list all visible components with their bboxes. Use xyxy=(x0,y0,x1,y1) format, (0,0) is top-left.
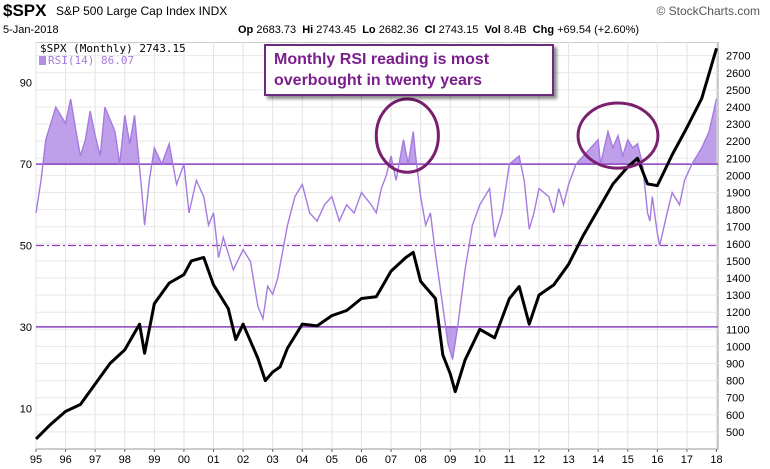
volume-value: 8.4B xyxy=(503,24,527,36)
price-line xyxy=(34,47,718,440)
stockcharts-brand[interactable]: © StockCharts.com xyxy=(656,4,760,18)
x-tick-label: 98 xyxy=(119,454,131,466)
rsi-highlight-ellipse xyxy=(576,101,660,170)
annotation-line-2: overbought in twenty years xyxy=(274,72,483,89)
x-tick-label: 18 xyxy=(710,454,722,466)
open-label: Op xyxy=(238,24,254,36)
price-tick-label: 2700 xyxy=(726,51,750,63)
legend-rsi: RSI(14) 86.07 xyxy=(48,54,134,67)
index-description: S&P 500 Large Cap Index INDX xyxy=(56,4,227,18)
x-tick-label: 08 xyxy=(415,454,427,466)
rsi-tick-label: 10 xyxy=(20,403,32,415)
high-value: 2743.45 xyxy=(316,24,357,36)
price-tick-label: 600 xyxy=(726,410,744,422)
price-tick-label: 1100 xyxy=(726,324,750,336)
x-tick-label: 10 xyxy=(474,454,486,466)
index-name: S&P 500 Large Cap Index xyxy=(56,4,196,18)
price-tick-label: 2200 xyxy=(726,136,750,148)
price-tick-label: 2300 xyxy=(726,119,750,131)
legend-rsi-swatch xyxy=(39,56,46,65)
low-label: Lo xyxy=(362,24,376,36)
price-tick-label: 1800 xyxy=(726,205,750,217)
chart-date: 5-Jan-2018 xyxy=(3,24,59,36)
chart-header: $SPX S&P 500 Large Cap Index INDX 5-Jan-… xyxy=(0,0,770,42)
exchange-label: INDX xyxy=(198,4,228,18)
x-tick-label: 06 xyxy=(355,454,367,466)
x-tick-label: 97 xyxy=(89,454,101,466)
x-tick-label: 03 xyxy=(267,454,279,466)
price-tick-label: 1200 xyxy=(726,307,750,319)
x-tick-label: 02 xyxy=(237,454,249,466)
price-tick-label: 1900 xyxy=(726,187,750,199)
x-tick-label: 17 xyxy=(681,454,693,466)
price-tick-label: 1600 xyxy=(726,239,750,251)
rsi-oversold-fill xyxy=(445,326,458,360)
annotation-callout: Monthly RSI reading is most overbought i… xyxy=(264,44,554,96)
price-tick-label: 1000 xyxy=(726,341,750,353)
price-tick-label: 1400 xyxy=(726,273,750,285)
x-tick-label: 12 xyxy=(533,454,545,466)
rsi-line xyxy=(35,98,718,360)
price-tick-label: 2100 xyxy=(726,153,750,165)
x-tick-label: 09 xyxy=(444,454,456,466)
price-tick-label: 1500 xyxy=(726,256,750,268)
rsi-overbought-fill xyxy=(42,98,717,165)
price-tick-label: 2500 xyxy=(726,85,750,97)
x-tick-label: 04 xyxy=(296,454,308,466)
price-tick-label: 500 xyxy=(726,427,744,439)
rsi-tick-label: 70 xyxy=(20,159,32,171)
x-tick-label: 01 xyxy=(207,454,219,466)
price-tick-label: 2600 xyxy=(726,68,750,80)
x-tick-label: 11 xyxy=(504,454,515,466)
volume-label: Vol xyxy=(484,24,501,36)
price-tick-label: 2000 xyxy=(726,170,750,182)
rsi-tick-label: 90 xyxy=(20,78,32,90)
ohlc-readout: Op 2683.73 Hi 2743.45 Lo 2682.36 Cl 2743… xyxy=(238,24,639,36)
ticker-symbol: $SPX xyxy=(3,1,47,20)
price-tick-label: 2400 xyxy=(726,102,750,114)
x-tick-label: 13 xyxy=(562,454,574,466)
x-tick-label: 05 xyxy=(326,454,338,466)
annotation-line-1: Monthly RSI reading is most xyxy=(274,51,490,68)
x-tick-label: 14 xyxy=(592,454,604,466)
change-label: Chg xyxy=(532,24,555,36)
x-tick-label: 00 xyxy=(178,454,190,466)
low-value: 2682.36 xyxy=(378,24,419,36)
rsi-tick-label: 50 xyxy=(20,241,32,253)
price-tick-label: 900 xyxy=(726,358,744,370)
close-label: Cl xyxy=(424,24,436,36)
rsi-tick-label: 30 xyxy=(20,322,32,334)
x-tick-label: 99 xyxy=(148,454,160,466)
price-tick-label: 1300 xyxy=(726,290,750,302)
price-tick-label: 700 xyxy=(726,393,744,405)
price-tick-label: 1700 xyxy=(726,222,750,234)
x-tick-label: 15 xyxy=(622,454,634,466)
legend-price: $SPX (Monthly) 2743.15 xyxy=(40,42,186,55)
close-value: 2743.15 xyxy=(438,24,479,36)
rsi-highlight-ellipse xyxy=(374,97,440,174)
x-tick-label: 96 xyxy=(59,454,71,466)
price-tick-label: 800 xyxy=(726,376,744,388)
x-tick-label: 95 xyxy=(30,454,42,466)
x-tick-label: 07 xyxy=(385,454,397,466)
change-value: +69.54 (+2.60%) xyxy=(557,24,640,36)
high-label: Hi xyxy=(302,24,314,36)
x-tick-label: 16 xyxy=(651,454,663,466)
open-value: 2683.73 xyxy=(256,24,297,36)
